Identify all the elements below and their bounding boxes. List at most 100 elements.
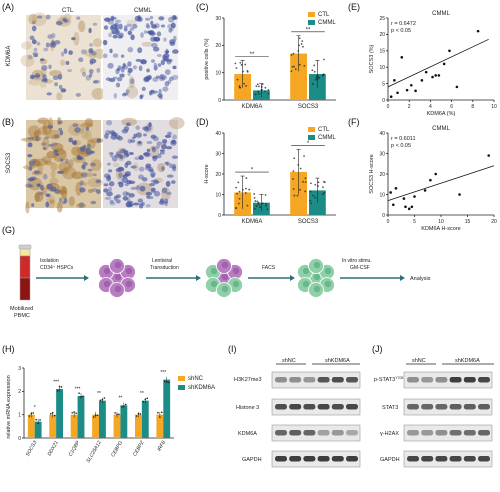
ihc-nucleus xyxy=(60,51,65,57)
blood-tube-icon xyxy=(18,244,32,301)
ihc-nucleus xyxy=(170,180,176,184)
ihc-stain-patch xyxy=(68,159,74,168)
ihc-nucleus xyxy=(48,144,54,147)
chart-h-point xyxy=(39,419,41,421)
chart-h: (H) 0 1 2 3 relative mRNA expression * SOCS3 **… xyxy=(2,344,215,464)
panel-label-e: (E) xyxy=(348,2,360,12)
ihc-nucleus xyxy=(154,180,160,184)
ihc-nucleus xyxy=(164,81,170,87)
ihc-nucleus xyxy=(162,86,169,92)
ihc-nucleus xyxy=(172,65,177,70)
chart-h-bar-shnc xyxy=(70,414,78,438)
panel-b: (B) SOCS3 xyxy=(2,117,185,214)
ihc-nucleus xyxy=(118,23,123,30)
chart-h-legend-label-shnc: shNC xyxy=(188,376,204,382)
ihc-nucleus xyxy=(27,177,35,182)
chart-e-point xyxy=(448,49,451,53)
chart-c-point xyxy=(236,78,239,81)
blot-i-row-kdm6a: KDM6A xyxy=(238,431,257,437)
chart-e-y-tick-label: 15 xyxy=(379,49,385,55)
chart-h-y-tick-label: 3 xyxy=(18,366,21,372)
panel-label-j: (J) xyxy=(372,344,383,354)
blot-i-band xyxy=(275,430,287,436)
ihc-col-ctl-a: CTL xyxy=(62,8,74,14)
ihc-nucleus xyxy=(167,131,172,136)
chart-h-bar-shnc xyxy=(135,414,142,438)
ihc-nucleus xyxy=(130,34,135,41)
ihc-nucleus xyxy=(65,60,70,65)
blot-i-band xyxy=(331,404,344,410)
ihc-nucleus xyxy=(162,141,167,145)
ihc-nucleus xyxy=(150,134,157,139)
blot-j-band xyxy=(449,404,462,410)
ihc-nucleus xyxy=(152,90,158,94)
chart-c-point xyxy=(298,37,301,40)
ihc-stain-patch xyxy=(20,137,36,142)
chart-f-annotation-r: r = 0.6011 xyxy=(391,136,416,142)
ihc-nucleus xyxy=(164,134,172,139)
ihc-stain-patch xyxy=(73,31,80,46)
ihc-nucleus xyxy=(103,25,109,30)
chart-h-point xyxy=(28,415,31,417)
panel-label-g: (G) xyxy=(2,225,15,235)
chart-h-y-tick-label: 2 xyxy=(18,389,21,395)
blot-j-band xyxy=(421,430,434,436)
workflow-arrowhead-1 xyxy=(84,275,89,281)
ihc-nucleus xyxy=(57,120,63,125)
ihc-nucleus xyxy=(63,48,68,54)
chart-d-point xyxy=(317,185,319,187)
blot-i-band xyxy=(317,404,330,410)
ihc-nucleus xyxy=(156,31,162,37)
blot-j-band xyxy=(449,430,462,436)
chart-d-point xyxy=(292,178,294,180)
ihc-nucleus xyxy=(168,76,174,82)
chart-h-significance: *** xyxy=(53,379,59,385)
ihc-nucleus xyxy=(68,137,73,143)
chart-h-point xyxy=(167,381,170,384)
ihc-nucleus xyxy=(171,74,179,80)
chart-c-point xyxy=(297,50,300,52)
cell-cluster-isolated-nucleus xyxy=(103,267,111,275)
blot-i-band xyxy=(289,456,302,462)
chart-d-point xyxy=(314,196,316,199)
chart-h-point xyxy=(78,392,80,394)
ihc-nucleus xyxy=(171,155,178,159)
ihc-nucleus xyxy=(46,92,52,96)
ihc-nucleus xyxy=(96,189,101,195)
chart-c-point xyxy=(239,61,242,64)
chart-e-point xyxy=(434,74,438,77)
chart-h-bar-shnc xyxy=(113,414,121,438)
ihc-nucleus xyxy=(90,150,95,154)
chart-d-point xyxy=(323,191,326,194)
ihc-nucleus xyxy=(35,136,40,142)
chart-f-point xyxy=(423,189,427,192)
chart-f-y-tick-label: 40 xyxy=(379,131,385,137)
chart-f-point xyxy=(404,205,407,209)
chart-f-x-tick-label: 0 xyxy=(387,219,390,225)
blot-i-band xyxy=(289,430,302,436)
chart-c-point xyxy=(317,75,319,78)
chart-d-point xyxy=(265,204,267,207)
ihc-nucleus xyxy=(40,58,45,62)
chart-d-point xyxy=(254,200,257,202)
chart-h-bar-shnc xyxy=(49,414,57,438)
chart-c-point xyxy=(311,69,314,72)
chart-f-x-tick-label: 5 xyxy=(413,219,416,225)
blot-j-group-shkdm6a: shKDM6A xyxy=(455,358,480,364)
chart-c-y-tick-label: 30 xyxy=(215,16,221,22)
ihc-nucleus xyxy=(82,71,87,77)
chart-h-category-label: SLC25A12 xyxy=(85,440,102,464)
chart-d-point xyxy=(312,194,314,197)
chart-d-point xyxy=(296,194,299,197)
ihc-stain-patch xyxy=(34,191,44,202)
ihc-nucleus xyxy=(73,140,78,146)
chart-e-point xyxy=(424,70,428,74)
ihc-nucleus xyxy=(125,122,131,127)
chart-e-y-tick-label: 10 xyxy=(379,65,385,71)
ihc-nucleus xyxy=(116,76,123,82)
chart-c-point xyxy=(244,63,247,66)
ihc-nucleus xyxy=(151,24,157,29)
blot-i-band xyxy=(275,456,287,462)
workflow-label-transduction: Transduction xyxy=(150,265,179,271)
ihc-stain-patch xyxy=(71,171,84,180)
